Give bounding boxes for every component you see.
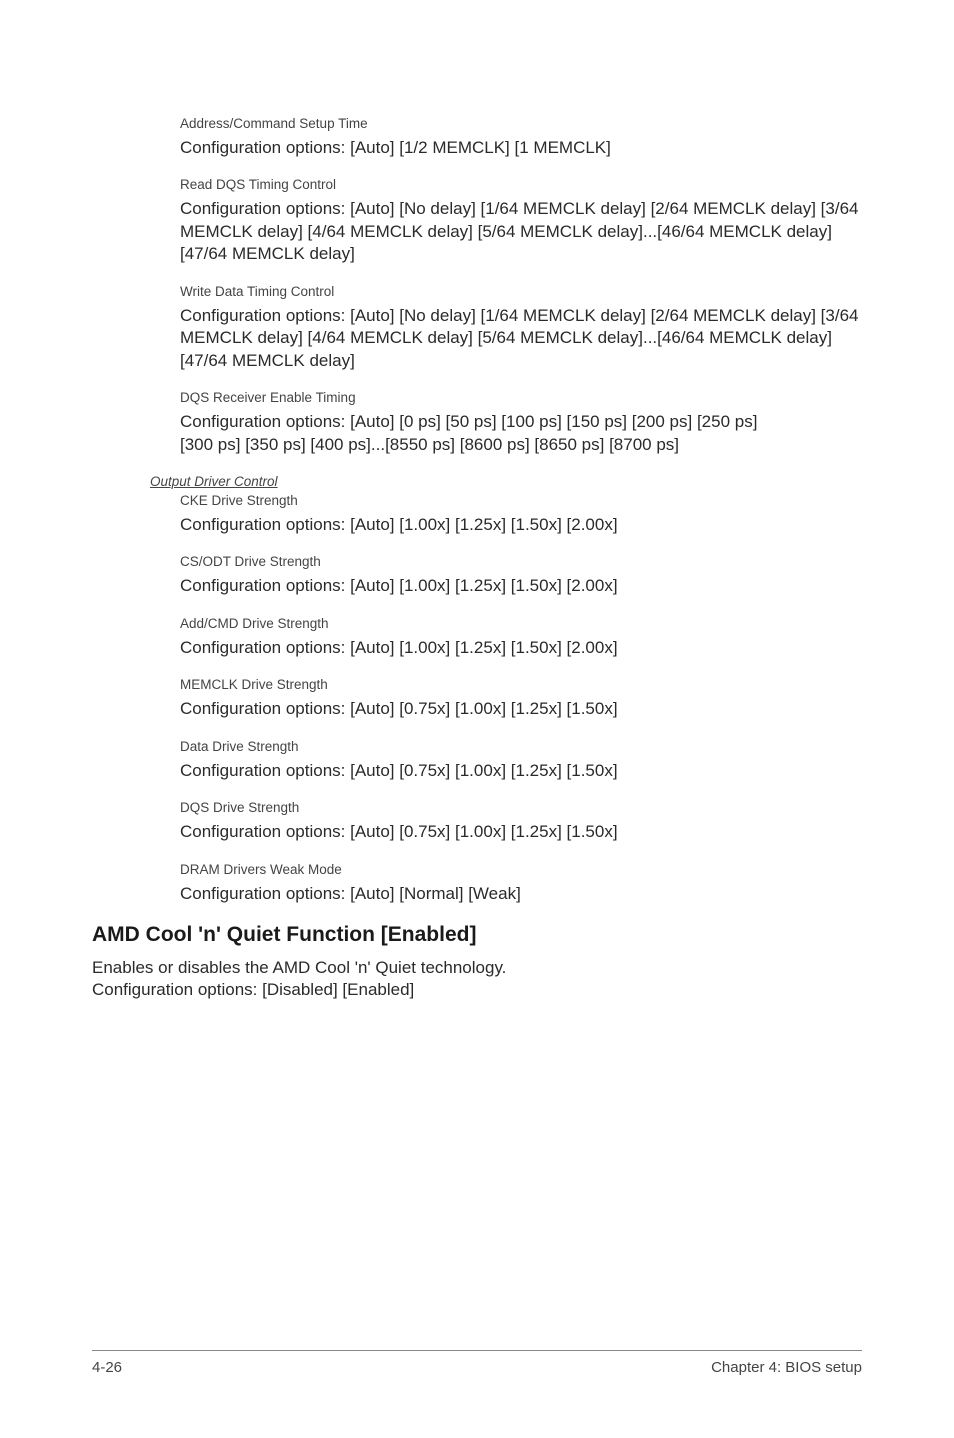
item-body: Configuration options: [Auto] [1.00x] [1… — [180, 514, 862, 536]
page-footer: 4-26 Chapter 4: BIOS setup — [92, 1350, 862, 1376]
config-item: DRAM Drivers Weak Mode Configuration opt… — [180, 862, 862, 905]
item-body: Configuration options: [Auto] [No delay]… — [180, 305, 862, 372]
config-item: CS/ODT Drive Strength Configuration opti… — [180, 554, 862, 597]
item-body: Configuration options: [Auto] [1/2 MEMCL… — [180, 137, 862, 159]
item-body: Configuration options: [Auto] [0.75x] [1… — [180, 760, 862, 782]
section-heading: Output Driver Control — [150, 474, 862, 489]
page: Address/Command Setup Time Configuration… — [0, 0, 954, 1438]
config-item: DQS Receiver Enable Timing Configuration… — [180, 390, 862, 456]
config-item: CKE Drive Strength Configuration options… — [180, 493, 862, 536]
item-heading: CS/ODT Drive Strength — [180, 554, 862, 569]
item-heading: CKE Drive Strength — [180, 493, 862, 508]
item-heading: Read DQS Timing Control — [180, 177, 862, 192]
config-item: Data Drive Strength Configuration option… — [180, 739, 862, 782]
item-heading: DRAM Drivers Weak Mode — [180, 862, 862, 877]
config-item: Write Data Timing Control Configuration … — [180, 284, 862, 372]
item-heading: Write Data Timing Control — [180, 284, 862, 299]
page-number: 4-26 — [92, 1359, 122, 1376]
config-item: DQS Drive Strength Configuration options… — [180, 800, 862, 843]
item-heading: Data Drive Strength — [180, 739, 862, 754]
item-body: Configuration options: [Auto] [1.00x] [1… — [180, 575, 862, 597]
item-body: Configuration options: [Auto] [1.00x] [1… — [180, 637, 862, 659]
item-body: Configuration options: [Auto] [0.75x] [1… — [180, 698, 862, 720]
item-heading: DQS Drive Strength — [180, 800, 862, 815]
main-heading: AMD Cool 'n' Quiet Function [Enabled] — [92, 923, 862, 947]
item-body: Configuration options: [Auto] [No delay]… — [180, 198, 862, 265]
config-item: Read DQS Timing Control Configuration op… — [180, 177, 862, 265]
config-group: Address/Command Setup Time Configuration… — [92, 116, 862, 456]
main-body: Enables or disables the AMD Cool 'n' Qui… — [92, 957, 862, 1002]
config-item: Add/CMD Drive Strength Configuration opt… — [180, 616, 862, 659]
item-heading: DQS Receiver Enable Timing — [180, 390, 862, 405]
config-item: Address/Command Setup Time Configuration… — [180, 116, 862, 159]
section-items: CKE Drive Strength Configuration options… — [180, 493, 862, 905]
main-section: AMD Cool 'n' Quiet Function [Enabled] En… — [92, 923, 862, 1002]
item-body: Configuration options: [Auto] [Normal] [… — [180, 883, 862, 905]
chapter-label: Chapter 4: BIOS setup — [711, 1359, 862, 1376]
item-body: Configuration options: [Auto] [0.75x] [1… — [180, 821, 862, 843]
item-body: Configuration options: [Auto] [0 ps] [50… — [180, 411, 862, 456]
item-heading: Add/CMD Drive Strength — [180, 616, 862, 631]
config-item: MEMCLK Drive Strength Configuration opti… — [180, 677, 862, 720]
section-output-driver: Output Driver Control CKE Drive Strength… — [150, 474, 862, 905]
item-heading: Address/Command Setup Time — [180, 116, 862, 131]
item-heading: MEMCLK Drive Strength — [180, 677, 862, 692]
